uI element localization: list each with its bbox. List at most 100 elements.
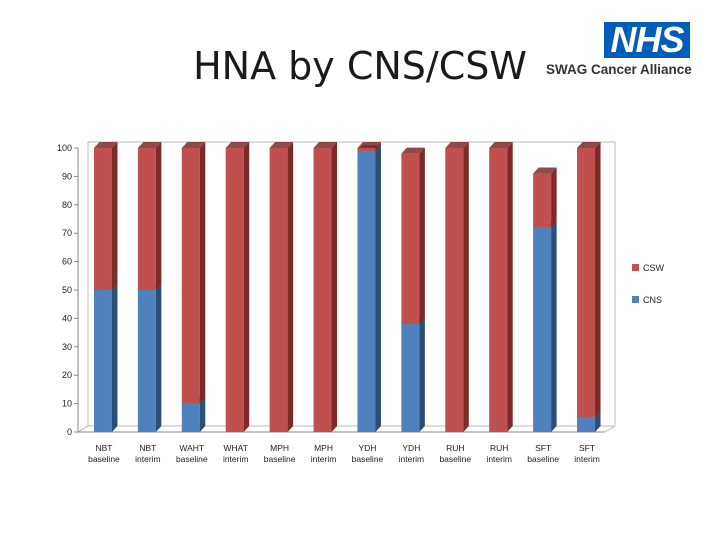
bar-cns-side (551, 221, 557, 432)
floor-edge-right (604, 425, 616, 433)
bar-csw-top (181, 142, 206, 148)
bar-csw-top (533, 167, 557, 174)
bar-csw-face (181, 148, 200, 404)
x-tick-label-line: NBT (95, 443, 112, 453)
x-tick-label-line: interim (399, 454, 425, 464)
nhs-badge: NHS (604, 22, 690, 58)
x-tick-label-line: NBT (139, 443, 156, 453)
bar-csw-side (155, 142, 162, 290)
x-tick-label-line: MPH (270, 443, 289, 453)
x-tick-label-line: interim (574, 454, 600, 464)
logo-text: SWAG Cancer Alliance (546, 62, 692, 77)
x-tick-label-line: RUH (446, 443, 464, 453)
x-tick-label-line: WAHT (179, 443, 204, 453)
bar-csw-side (551, 167, 557, 228)
nhs-logo: NHS SWAG Cancer Alliance (542, 22, 702, 82)
bars-layer (93, 142, 601, 432)
x-tick-label-line: interim (135, 454, 161, 464)
x-tick-label: MPH interim (311, 443, 337, 464)
x-tick-label: NBT interim (135, 443, 161, 464)
bar-csw-side (287, 142, 294, 432)
bar-cns-side (595, 411, 601, 432)
bar-cns-face (181, 403, 200, 432)
y-tick-label: 30 (62, 342, 72, 352)
x-tick-label-line: RUH (490, 443, 508, 453)
x-tick-label-line: SFT (535, 443, 551, 453)
bar-csw-face (577, 148, 596, 418)
bar-csw-top (489, 142, 513, 148)
bar-csw-top (269, 142, 294, 148)
bar-csw-side (463, 142, 469, 432)
y-tick-label: 70 (62, 228, 72, 238)
bar-csw-face (533, 173, 552, 228)
y-tick-label: 50 (62, 285, 72, 295)
y-tick-label: 100 (57, 143, 72, 153)
bar-cns-face (357, 150, 376, 432)
bar-cns-side (155, 284, 162, 432)
x-tick-label-line: SFT (579, 443, 595, 453)
bar-csw-side (243, 142, 250, 432)
bar-csw-side (375, 142, 381, 151)
x-tick-label-line: baseline (176, 454, 208, 464)
y-tick-label: 60 (62, 257, 72, 267)
x-tick-label-line: baseline (264, 454, 296, 464)
y-tick-label: 80 (62, 200, 72, 210)
x-tick-label: SFT interim (574, 443, 600, 464)
bar-csw-face (357, 148, 376, 151)
bar-csw-face (401, 153, 420, 325)
x-tick-label: SFT baseline (527, 443, 559, 464)
bar-csw-top (401, 147, 425, 154)
x-tick-label: RUH baseline (439, 443, 471, 464)
y-tick-label: 10 (62, 399, 72, 409)
bar-csw-face (269, 148, 288, 432)
bar-csw-top (225, 142, 250, 148)
bar-cns-side (419, 318, 425, 432)
x-tick-label: NBT baseline (88, 443, 120, 464)
bar-csw-side (111, 142, 118, 290)
bar-csw-face (225, 148, 244, 432)
bar-csw-side (419, 147, 425, 325)
x-tick-label-line: YDH (358, 443, 376, 453)
y-tick-label: 40 (62, 313, 72, 323)
bar-cns-side (111, 284, 118, 432)
bar-csw-face (93, 148, 112, 290)
bar-csw-face (137, 148, 156, 290)
bar-csw-face (445, 148, 464, 432)
x-tick-label-line: MPH (314, 443, 333, 453)
bar-csw-side (331, 142, 338, 432)
bar-csw-top (357, 142, 381, 148)
bar-cns-face (533, 227, 552, 432)
x-tick-label: WHAT interim (223, 443, 249, 464)
bar-cns-face (577, 417, 596, 432)
bar-csw-face (313, 148, 332, 432)
y-tick-label: 90 (62, 171, 72, 181)
bar-csw-top (93, 142, 118, 148)
x-tick-label: RUH interim (486, 443, 512, 464)
x-tick-label-line: baseline (88, 454, 120, 464)
bar-cns-side (199, 397, 206, 432)
legend-swatch-cns (632, 296, 639, 303)
bar-csw-top (137, 142, 162, 148)
y-tick-label: 20 (62, 370, 72, 380)
x-tick-label: MPH baseline (264, 443, 296, 464)
bar-csw-side (199, 142, 206, 404)
page-title: HNA by CNS/CSW (193, 44, 527, 88)
bar-csw-side (595, 142, 601, 418)
bar-cns-face (93, 290, 112, 432)
x-tick-label: YDH interim (399, 443, 425, 464)
bar-cns-side (375, 144, 381, 432)
floor-edge-left (77, 425, 89, 433)
x-tick-label: YDH baseline (352, 443, 384, 464)
bar-csw-face (489, 148, 508, 432)
legend-swatch-csw (632, 264, 639, 271)
x-tick-label-line: baseline (352, 454, 384, 464)
x-tick-label-line: baseline (527, 454, 559, 464)
x-tick-label-line: WHAT (224, 443, 248, 453)
x-tick-label-line: interim (223, 454, 249, 464)
x-tick-label: WAHT baseline (176, 443, 208, 464)
bar-csw-top (313, 142, 338, 148)
bar-csw-side (507, 142, 513, 432)
bar-cns-face (137, 290, 156, 432)
